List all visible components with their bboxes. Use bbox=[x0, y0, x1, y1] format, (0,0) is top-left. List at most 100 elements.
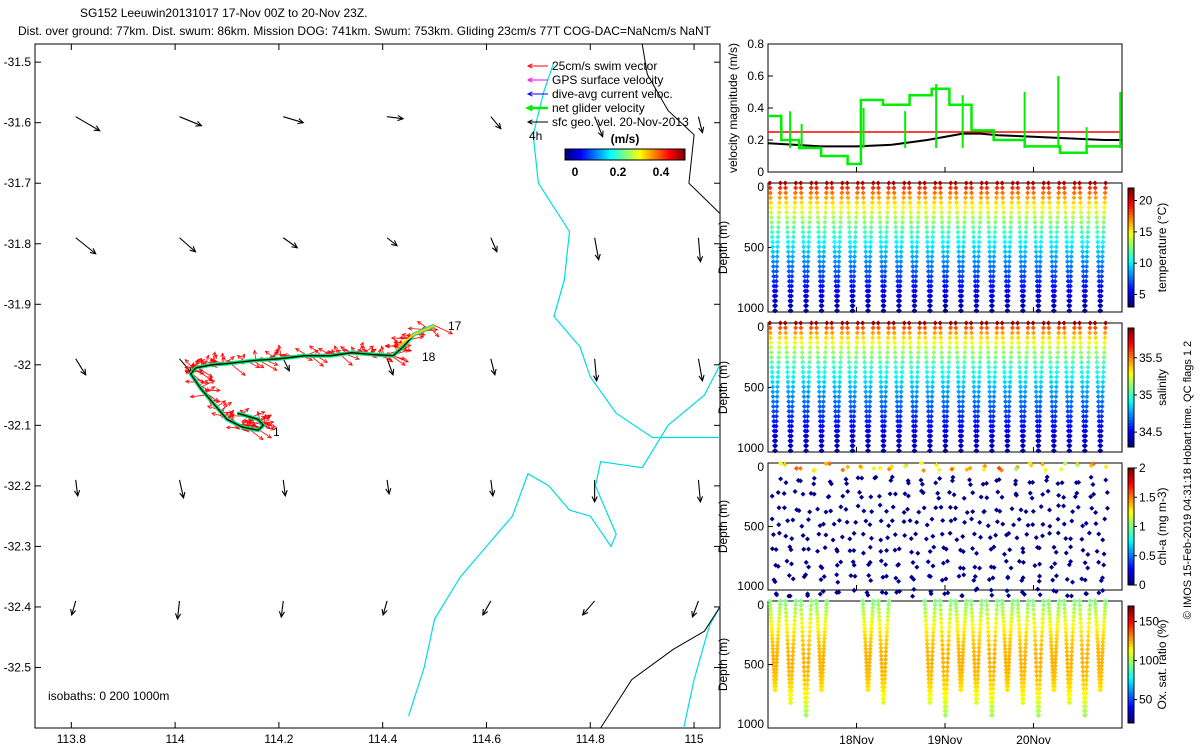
profile-point bbox=[974, 684, 980, 690]
profile-point bbox=[945, 590, 951, 596]
profile-point bbox=[1032, 638, 1038, 644]
profile-point bbox=[808, 190, 814, 196]
profile-point bbox=[835, 443, 841, 449]
colorbar-cell bbox=[675, 149, 678, 160]
cbar-cell bbox=[1128, 375, 1134, 380]
profile-point bbox=[1022, 249, 1028, 255]
profile-point bbox=[1077, 325, 1083, 331]
swim-vector-arrow-head bbox=[267, 434, 272, 439]
profile-point bbox=[977, 359, 983, 365]
profile-point bbox=[770, 642, 776, 648]
profile-point bbox=[1021, 428, 1027, 434]
cbar-cell bbox=[1128, 606, 1134, 610]
profile-point bbox=[944, 399, 950, 405]
profile-point bbox=[784, 214, 790, 220]
profile-point bbox=[881, 303, 887, 309]
profile-point bbox=[1052, 670, 1058, 676]
profile-point bbox=[769, 493, 775, 499]
profile-point bbox=[1018, 268, 1024, 274]
profile-point bbox=[978, 200, 984, 206]
profile-point bbox=[993, 616, 999, 622]
profile-point bbox=[985, 345, 991, 351]
profile-point bbox=[970, 354, 976, 360]
profile-point bbox=[1061, 325, 1067, 331]
profile-point bbox=[925, 268, 931, 274]
profile-point bbox=[1024, 625, 1030, 631]
profile-point bbox=[770, 646, 776, 652]
profile-point bbox=[1021, 278, 1027, 284]
profile-point bbox=[798, 602, 804, 608]
profile-point bbox=[1100, 244, 1106, 250]
profile-point bbox=[830, 354, 836, 360]
profile-point bbox=[1100, 639, 1106, 645]
profile-point bbox=[866, 273, 872, 279]
profile-point bbox=[815, 506, 821, 512]
cbar-cell bbox=[1128, 429, 1134, 433]
cbar-cell bbox=[1128, 544, 1134, 548]
profile-point bbox=[1009, 605, 1015, 611]
profile-point bbox=[799, 354, 805, 360]
profile-point bbox=[930, 379, 936, 385]
profile-point bbox=[1031, 349, 1037, 355]
profile-point bbox=[806, 633, 812, 639]
profile-point bbox=[962, 349, 968, 355]
profile-point bbox=[968, 602, 974, 608]
profile-point bbox=[972, 259, 978, 265]
profile-point bbox=[1054, 229, 1060, 235]
profile-point bbox=[1056, 320, 1062, 326]
profile-point bbox=[1029, 495, 1035, 501]
profile-point bbox=[882, 418, 888, 424]
profile-point bbox=[891, 335, 897, 341]
profile-point bbox=[1080, 249, 1086, 255]
colorbar-cell bbox=[599, 149, 602, 160]
cbar-cell bbox=[1128, 676, 1134, 680]
profile-point bbox=[1006, 259, 1012, 265]
profile-point bbox=[984, 325, 990, 331]
colorbar-cell bbox=[631, 149, 634, 160]
profile-point bbox=[975, 423, 981, 429]
profile-point bbox=[913, 531, 919, 537]
profile-point bbox=[864, 418, 870, 424]
profile-point bbox=[979, 180, 985, 186]
profile-point bbox=[969, 516, 975, 522]
profile-point bbox=[857, 489, 863, 495]
profile-point bbox=[968, 180, 974, 186]
profile-point bbox=[946, 219, 952, 225]
profile-point bbox=[869, 205, 875, 211]
profile-point bbox=[1017, 229, 1023, 235]
cbar-cell bbox=[1128, 482, 1134, 487]
profile-point bbox=[876, 493, 882, 499]
profile-point bbox=[847, 384, 853, 390]
profile-point bbox=[867, 399, 873, 405]
profile-point bbox=[1101, 345, 1107, 351]
profile-point bbox=[1103, 320, 1109, 326]
profile-point bbox=[801, 655, 807, 661]
profile-point bbox=[815, 619, 821, 625]
profile-point bbox=[1086, 611, 1092, 617]
profile-point bbox=[1083, 268, 1089, 274]
profile-point bbox=[1070, 579, 1076, 585]
profile-point bbox=[859, 494, 865, 500]
profile-point bbox=[823, 205, 829, 211]
profile-point bbox=[900, 214, 906, 220]
profile-point bbox=[1067, 680, 1073, 686]
profile-point bbox=[820, 418, 826, 424]
profile-point bbox=[944, 668, 950, 674]
profile-point bbox=[846, 364, 852, 370]
profile-point bbox=[956, 249, 962, 255]
profile-point bbox=[852, 379, 858, 385]
profile-point bbox=[815, 548, 821, 554]
profile-point bbox=[905, 506, 911, 512]
profile-point bbox=[801, 673, 807, 679]
profile-point bbox=[1083, 690, 1089, 696]
profile-point bbox=[929, 254, 935, 260]
profile-point bbox=[1037, 259, 1043, 265]
profile-point bbox=[1102, 185, 1108, 191]
profile-point bbox=[1094, 625, 1100, 631]
profile-point bbox=[944, 273, 950, 279]
profile-point bbox=[932, 180, 938, 186]
swim-vector-arrow-head bbox=[190, 362, 195, 367]
profile-point bbox=[769, 224, 775, 230]
profile-point bbox=[986, 364, 992, 370]
profile-point bbox=[783, 330, 789, 336]
